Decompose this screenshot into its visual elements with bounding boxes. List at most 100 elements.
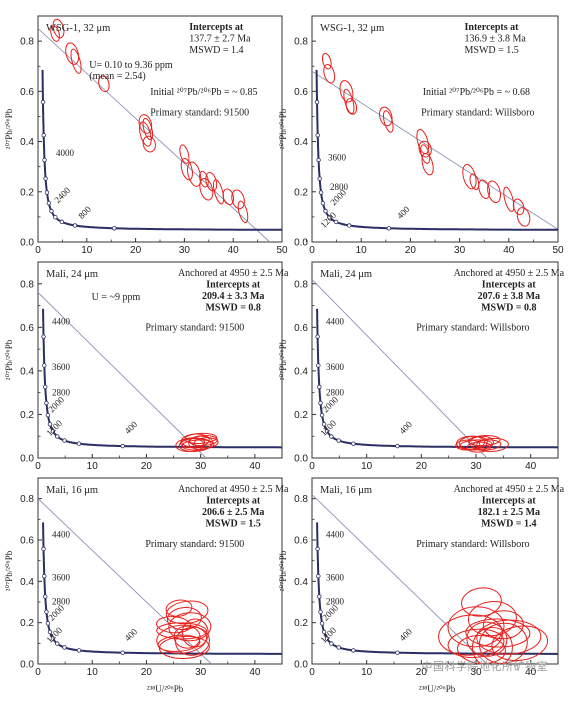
concordia-curve	[316, 308, 558, 449]
concordia-age-marker	[317, 176, 322, 181]
concordia-age-marker	[317, 594, 322, 599]
error-ellipse	[418, 140, 432, 158]
concordia-age-marker	[43, 384, 48, 390]
intercept-text: MSWD = 1.5	[205, 519, 260, 530]
concordia-age-label: 2800	[52, 387, 71, 397]
y-tick-label: 0.0	[294, 454, 308, 465]
error-ellipse	[471, 626, 513, 664]
error-ellipse	[156, 622, 208, 640]
concordia-age-marker	[316, 363, 321, 368]
concordia-curve	[41, 69, 282, 231]
error-ellipse	[213, 179, 225, 205]
concordia-age-label: 3600	[326, 362, 345, 372]
concordia-age-marker	[315, 334, 320, 339]
concordia-curve	[42, 308, 282, 449]
concordia-age-marker	[323, 208, 328, 214]
concordia-age-marker	[62, 438, 67, 443]
concordia-curve	[316, 522, 558, 655]
y-axis-label: ²⁰⁷Pb/²⁰⁶Pb	[278, 339, 288, 380]
x-tick-label: 10	[356, 245, 368, 256]
concordia-age-marker	[53, 215, 58, 220]
intercept-text: Intercepts at	[189, 22, 244, 33]
sample-label: Mali, 24 μm	[46, 269, 98, 280]
concordia-curve	[42, 522, 282, 655]
concordia-age-marker	[55, 641, 60, 646]
x-tick-label: 20	[405, 245, 417, 256]
sample-label: WSG-1, 32 μm	[46, 23, 110, 34]
x-tick-label: 10	[87, 461, 99, 472]
concordia-age-label: 4400	[52, 317, 71, 327]
error-ellipse	[166, 606, 202, 631]
error-ellipse	[487, 180, 501, 204]
watermark: 中国科学院地化所矿物室	[421, 660, 548, 673]
x-tick-label: 20	[416, 667, 428, 678]
concordia-age-marker	[62, 645, 67, 650]
error-ellipse	[482, 610, 524, 640]
concordia-age-label: 2800	[326, 596, 345, 606]
intercept-text: Anchored at 4950 ± 2.5 Ma	[454, 484, 565, 495]
concordia-age-marker	[317, 384, 322, 390]
concordia-age-marker	[44, 400, 49, 406]
concordia-age-label: 3600	[52, 572, 71, 582]
concordia-age-marker	[351, 441, 356, 446]
intercept-text: 206.6 ± 2.5 Ma	[202, 507, 264, 518]
plot-frame	[37, 261, 283, 459]
plot-frame	[311, 261, 559, 459]
panel-1: 0 10 20 30 40 500.00.20.40.60.840002400800WSG…	[4, 15, 307, 256]
x-tick-label: 40	[228, 245, 240, 256]
error-ellipse	[165, 599, 193, 617]
concordia-age-marker	[41, 546, 46, 552]
concordia-age-marker	[324, 429, 330, 434]
intercept-text: MSWD = 0.8	[481, 303, 536, 314]
y-tick-label: 0.2	[294, 187, 308, 198]
concordia-age-marker	[327, 215, 332, 220]
y-tick-label: 0.8	[294, 494, 308, 505]
concordia-age-marker	[315, 546, 320, 552]
concordia-age-marker	[46, 200, 52, 206]
panel-2: 0 10 20 30 40 500.00.20.40.60.836002800200012…	[278, 15, 564, 256]
concordia-age-marker	[76, 441, 82, 446]
error-ellipse	[199, 178, 214, 201]
error-ellipse	[478, 179, 491, 200]
y-tick-label: 0.0	[20, 454, 34, 465]
concordia-age-marker	[318, 609, 323, 615]
discordia-line	[38, 28, 271, 242]
x-tick-label: 0	[309, 245, 315, 256]
y-tick-label: 0.6	[20, 87, 34, 98]
concordia-age-marker	[336, 645, 341, 650]
y-tick-label: 0.2	[294, 410, 308, 421]
x-tick-label: 20	[141, 667, 153, 678]
concordia-age-marker	[45, 621, 51, 626]
intercept-text: MSWD = 0.8	[205, 303, 260, 314]
concordia-age-marker	[47, 629, 53, 635]
y-tick-label: 0.2	[20, 187, 34, 198]
error-ellipse	[231, 189, 245, 210]
concordia-age-label: 2800	[52, 596, 71, 606]
error-ellipse	[467, 435, 501, 447]
concordia-age-marker	[319, 412, 325, 418]
concordia-age-marker	[351, 648, 356, 653]
concordia-age-label: 2800	[326, 387, 345, 397]
primary-standard: Primary standard: Willsboro	[416, 323, 529, 334]
x-tick-label: 0	[35, 461, 41, 472]
concordia-age-marker	[40, 99, 46, 105]
error-ellipse	[321, 52, 332, 70]
y-tick-label: 0.2	[20, 618, 34, 629]
y-tick-label: 0.8	[294, 279, 308, 290]
error-ellipse	[205, 171, 218, 192]
x-tick-label: 0	[35, 245, 41, 256]
concordia-age-marker	[333, 219, 339, 225]
x-axis-label-right: ²³⁸U/²⁰⁶Pb	[419, 684, 456, 694]
concordia-age-marker	[72, 223, 78, 228]
concordia-age-marker	[324, 636, 330, 641]
error-ellipse	[52, 18, 65, 39]
y-tick-label: 0.6	[294, 87, 308, 98]
x-tick-label: 40	[249, 461, 261, 472]
error-ellipse	[165, 600, 209, 625]
error-ellipse	[181, 618, 209, 648]
intercept-text: 209.4 ± 3.3 Ma	[202, 291, 264, 302]
u-note: (mean = 2.54)	[89, 71, 145, 82]
error-ellipse	[379, 106, 393, 127]
